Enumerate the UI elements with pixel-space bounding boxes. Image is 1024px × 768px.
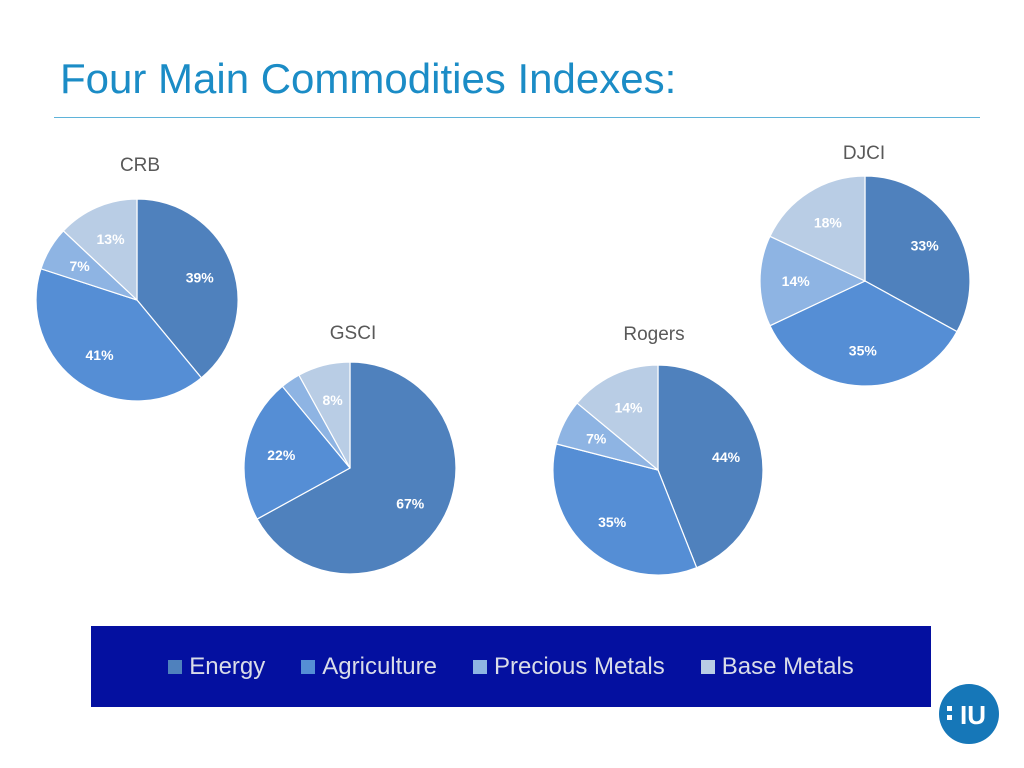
legend-swatch-energy	[168, 659, 183, 674]
pie-slice-crb-base-metals	[62, 198, 138, 302]
legend-item-agriculture: Agriculture	[301, 652, 437, 680]
pie-slice-djci-agriculture	[769, 280, 958, 387]
pie-chart-djci: 33% 35% 14% 18%	[759, 175, 971, 387]
logo-circle	[939, 684, 999, 744]
chart-legend: Energy Agriculture Precious Metals Base …	[91, 626, 931, 707]
pie-label-crb-precious-metals: 7%	[70, 258, 91, 274]
pie-label-crb-energy: 39%	[186, 269, 215, 285]
title-divider	[54, 117, 980, 118]
pie-chart-crb: 39% 41% 7% 13%	[35, 198, 239, 402]
pie-label-rogers-energy: 44%	[712, 449, 741, 465]
pie-title-rogers: Rogers	[623, 324, 685, 345]
legend-label-agriculture: Agriculture	[322, 652, 437, 680]
pie-slice-djci-base-metals	[769, 175, 866, 282]
pie-slice-djci-energy	[864, 175, 971, 333]
pie-label-rogers-base-metals: 14%	[614, 399, 643, 415]
pie-slice-djci-precious-metals	[759, 235, 867, 327]
pie-label-djci-energy: 33%	[911, 238, 940, 254]
slide-title: Four Main Commodities Indexes:	[60, 55, 677, 102]
pie-label-djci-precious-metals: 14%	[782, 273, 811, 289]
pie-slice-gsci-base-metals	[298, 361, 351, 469]
logo-dot-bottom	[947, 715, 952, 720]
legend-label-energy: Energy	[189, 652, 266, 680]
logo-dot-top	[947, 706, 952, 711]
pie-slice-crb-agriculture	[35, 268, 203, 402]
legend-item-base-metals: Base Metals	[700, 652, 854, 680]
pie-label-gsci-energy: 67%	[396, 496, 425, 512]
legend-swatch-base-metals	[700, 659, 715, 674]
legend-label-precious-metals: Precious Metals	[493, 652, 665, 680]
pie-title-gsci: GSCI	[329, 323, 377, 344]
pie-label-gsci-agriculture: 22%	[267, 447, 296, 463]
pie-label-rogers-precious-metals: 7%	[586, 431, 607, 447]
pie-title-crb: CRB	[119, 155, 161, 176]
legend-item-precious-metals: Precious Metals	[472, 652, 665, 680]
pie-label-crb-base-metals: 13%	[97, 231, 126, 247]
pie-slice-gsci-agriculture	[243, 385, 351, 520]
iu-logo-icon: IU	[939, 684, 999, 744]
pie-label-djci-agriculture: 35%	[849, 342, 878, 358]
pie-slice-rogers-energy	[657, 364, 764, 569]
pie-title-djci: DJCI	[842, 143, 886, 164]
pie-slice-crb-energy	[136, 198, 239, 379]
legend-swatch-precious-metals	[472, 659, 487, 674]
pie-label-djci-base-metals: 18%	[814, 214, 843, 230]
pie-chart-gsci: 67% 22% 8%	[243, 361, 457, 575]
pie-label-crb-agriculture: 41%	[86, 347, 115, 363]
pie-label-gsci-base-metals: 8%	[322, 392, 343, 408]
logo-text: IU	[960, 700, 986, 730]
legend-label-base-metals: Base Metals	[721, 652, 854, 680]
pie-slice-gsci-energy	[256, 361, 457, 575]
pie-label-rogers-agriculture: 35%	[598, 514, 627, 530]
pie-slice-rogers-agriculture	[552, 443, 698, 576]
legend-item-energy: Energy	[168, 652, 266, 680]
pie-chart-rogers: 44% 35% 7% 14%	[552, 364, 764, 576]
pie-slice-rogers-base-metals	[576, 364, 659, 472]
legend-swatch-agriculture	[301, 659, 316, 674]
